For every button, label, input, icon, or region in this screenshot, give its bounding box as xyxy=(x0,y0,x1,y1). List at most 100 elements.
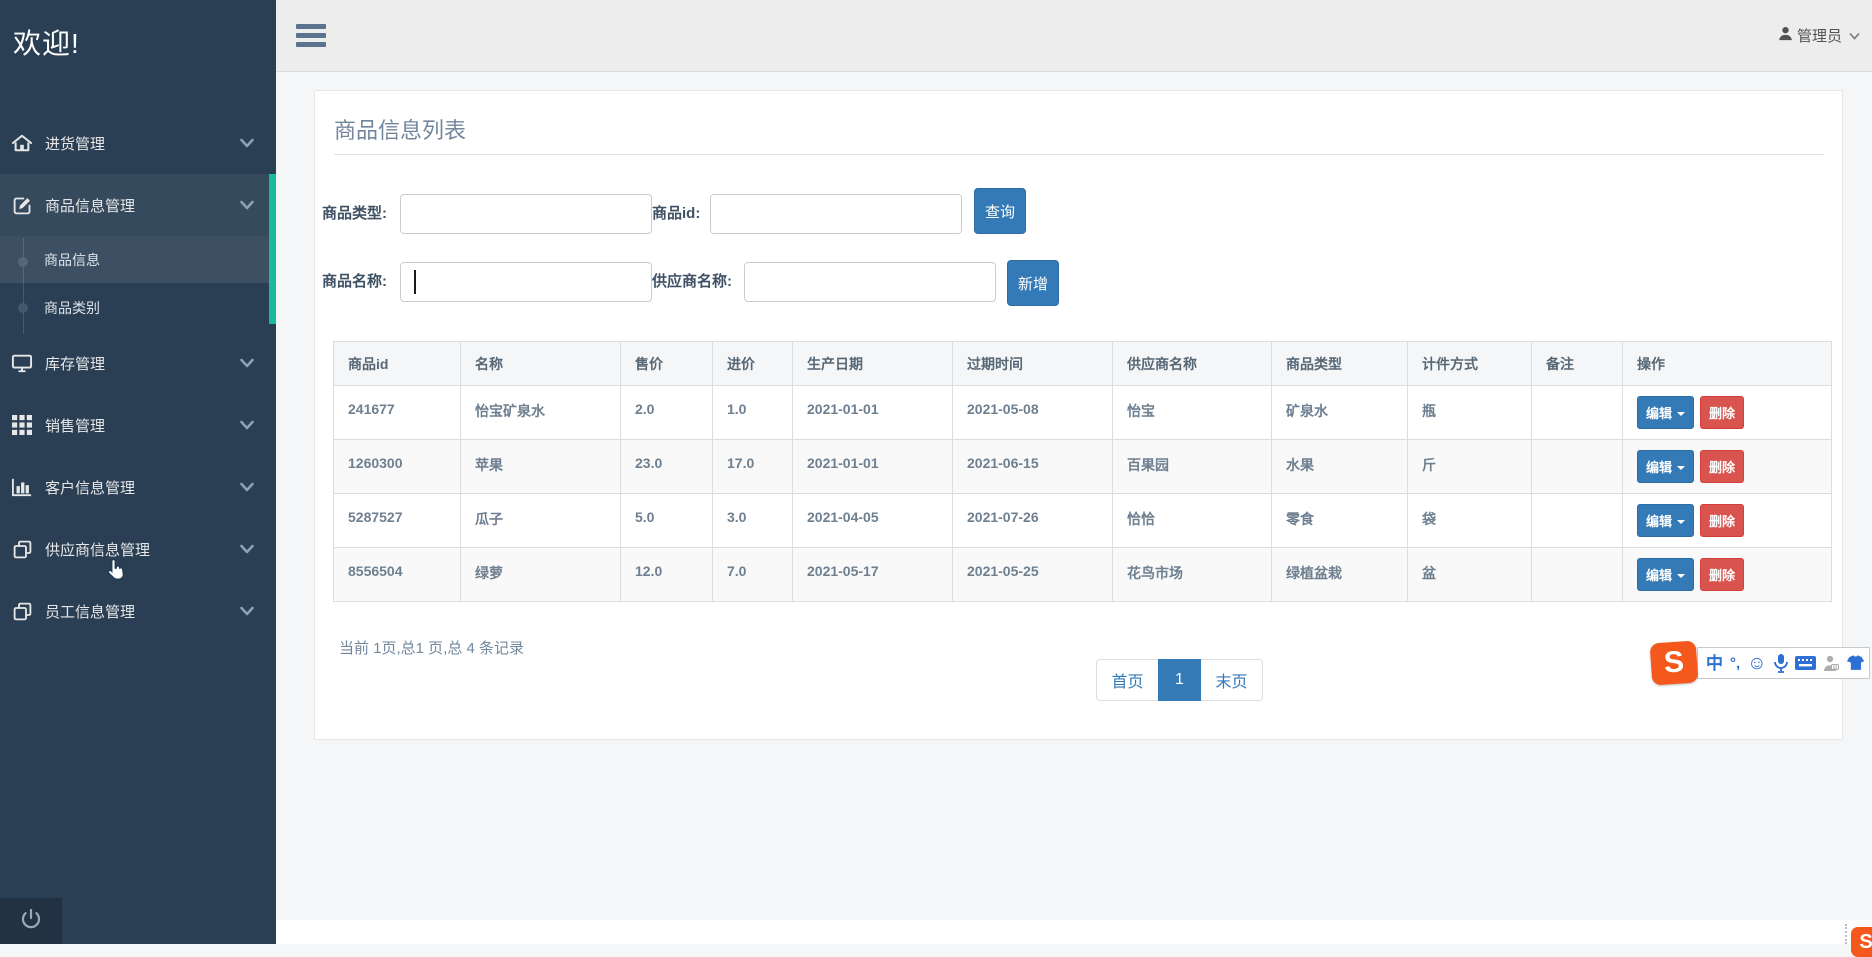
col-header: 名称 xyxy=(460,341,621,386)
cell-unit: 袋 xyxy=(1407,493,1532,548)
cell-unit: 斤 xyxy=(1407,439,1532,494)
col-header: 计件方式 xyxy=(1407,341,1532,386)
chevron-down-icon xyxy=(240,138,254,148)
caret-down-icon xyxy=(1677,574,1686,578)
cell-category: 绿植盆栽 xyxy=(1271,547,1408,602)
submenu-connector-line xyxy=(23,238,24,334)
cell-product-id: 1260300 xyxy=(333,439,461,494)
pagination-first[interactable]: 首页 xyxy=(1096,659,1158,701)
search-button[interactable]: 查询 xyxy=(974,188,1026,234)
bar-chart-icon xyxy=(10,476,34,498)
edit-button[interactable]: 编辑 xyxy=(1637,504,1695,537)
sidebar-item-label: 进货管理 xyxy=(45,135,106,153)
cell-supplier: 怡宝 xyxy=(1112,385,1272,440)
col-header: 商品id xyxy=(333,341,461,386)
pagination: 首页 1 末页 xyxy=(1096,659,1263,701)
edit-button[interactable]: 编辑 xyxy=(1637,450,1695,483)
caret-down-icon xyxy=(1677,466,1686,470)
sidebar-item-label: 员工信息管理 xyxy=(45,603,136,621)
cell-production-date: 2021-04-05 xyxy=(792,493,953,548)
grid-icon xyxy=(10,414,34,436)
skin-shirt-icon[interactable] xyxy=(1846,655,1865,671)
delete-button[interactable]: 删除 xyxy=(1700,396,1745,429)
sidebar-item-employee-info-mgmt[interactable]: 员工信息管理 xyxy=(0,580,276,642)
sogou-logo-icon[interactable]: S xyxy=(1649,640,1699,686)
table-row: 1260300 苹果 23.0 17.0 2021-01-01 2021-06-… xyxy=(333,439,1832,494)
cell-sale-price: 5.0 xyxy=(620,493,713,548)
keyboard-icon[interactable] xyxy=(1794,656,1816,670)
delete-button[interactable]: 删除 xyxy=(1700,504,1745,537)
punctuation-icon[interactable]: °, xyxy=(1730,654,1741,672)
cell-actions: 编辑 删除 xyxy=(1622,385,1832,440)
cell-unit: 盆 xyxy=(1407,547,1532,602)
submenu-bullet xyxy=(18,257,28,267)
cell-note xyxy=(1531,493,1623,548)
cell-cost-price: 3.0 xyxy=(712,493,793,548)
microphone-icon[interactable] xyxy=(1773,653,1788,673)
table-row: 8556504 绿萝 12.0 7.0 2021-05-17 2021-05-2… xyxy=(333,547,1832,602)
copy-icon xyxy=(10,600,34,622)
add-button[interactable]: 新增 xyxy=(1007,260,1059,306)
sidebar-subitem-product-info[interactable]: 商品信息 xyxy=(0,236,276,283)
product-list-panel: 商品信息列表 商品类型: 商品id: 查询 商品名称: 供应商名称: 新增 商品… xyxy=(314,90,1843,740)
sidebar: 欢迎! 进货管理 商品信息管理 商品信息 商品类别 库存管理 xyxy=(0,0,276,944)
cell-product-id: 5287527 xyxy=(333,493,461,548)
sidebar-subitem-product-category[interactable]: 商品类别 xyxy=(0,283,276,332)
caret-down-icon xyxy=(1677,520,1686,524)
col-header: 供应商名称 xyxy=(1112,341,1272,386)
edit-icon xyxy=(10,194,34,216)
cell-note xyxy=(1531,439,1623,494)
cell-actions: 编辑 删除 xyxy=(1622,547,1832,602)
pagination-last[interactable]: 末页 xyxy=(1201,659,1263,701)
col-header: 售价 xyxy=(620,341,713,386)
active-section-indicator xyxy=(269,174,276,324)
sidebar-item-label: 客户信息管理 xyxy=(45,479,136,497)
product-table: 商品id 名称 售价 进价 生产日期 过期时间 供应商名称 商品类型 计件方式 … xyxy=(333,341,1832,602)
cell-cost-price: 17.0 xyxy=(712,439,793,494)
product-name-input[interactable] xyxy=(400,262,652,302)
cell-actions: 编辑 删除 xyxy=(1622,439,1832,494)
sidebar-item-purchase-mgmt[interactable]: 进货管理 xyxy=(0,112,276,174)
submenu-bullet xyxy=(18,303,28,313)
delete-button[interactable]: 删除 xyxy=(1700,450,1745,483)
sogou-mini-logo-icon[interactable]: S xyxy=(1851,927,1872,957)
product-name-label: 商品名称: xyxy=(322,273,387,290)
emoji-icon[interactable]: ☺ xyxy=(1747,652,1767,674)
delete-button[interactable]: 删除 xyxy=(1700,558,1745,591)
sidebar-item-label: 商品信息管理 xyxy=(45,197,136,215)
menu-toggle-button[interactable] xyxy=(296,24,326,51)
cell-expiry-date: 2021-05-25 xyxy=(952,547,1113,602)
logout-button[interactable] xyxy=(0,898,62,944)
product-type-input[interactable] xyxy=(400,194,652,234)
product-id-input[interactable] xyxy=(710,194,962,234)
col-header: 备注 xyxy=(1531,341,1623,386)
cell-product-id: 241677 xyxy=(333,385,461,440)
sidebar-item-customer-info-mgmt[interactable]: 客户信息管理 xyxy=(0,456,276,518)
chevron-down-icon xyxy=(1849,32,1860,40)
col-header: 商品类型 xyxy=(1271,341,1408,386)
cell-expiry-date: 2021-06-15 xyxy=(952,439,1113,494)
ime-icon-bar: 中 °, ☺ 11 xyxy=(1697,647,1870,679)
user-menu[interactable]: 管理员 xyxy=(1778,0,1860,71)
sidebar-item-inventory-mgmt[interactable]: 库存管理 xyxy=(0,332,276,394)
sidebar-item-product-info-mgmt[interactable]: 商品信息管理 xyxy=(0,174,276,236)
user-name: 管理员 xyxy=(1796,28,1842,45)
supplier-name-input[interactable] xyxy=(744,262,996,302)
cell-supplier: 百果园 xyxy=(1112,439,1272,494)
ime-dotted-divider xyxy=(1845,924,1847,944)
cell-name: 瓜子 xyxy=(460,493,621,548)
edit-button[interactable]: 编辑 xyxy=(1637,558,1695,591)
sidebar-item-supplier-info-mgmt[interactable]: 供应商信息管理 xyxy=(0,518,276,580)
sidebar-subitem-label: 商品类别 xyxy=(44,299,100,316)
cell-sale-price: 2.0 xyxy=(620,385,713,440)
ime-toolbar: S 中 °, ☺ 11 xyxy=(1649,640,1870,686)
supplier-name-label: 供应商名称: xyxy=(652,273,732,290)
cell-name: 绿萝 xyxy=(460,547,621,602)
cell-supplier: 花鸟市场 xyxy=(1112,547,1272,602)
person-settings-icon[interactable]: 11 xyxy=(1823,655,1839,672)
chinese-mode-icon[interactable]: 中 xyxy=(1706,653,1723,673)
cell-product-id: 8556504 xyxy=(333,547,461,602)
pagination-current[interactable]: 1 xyxy=(1158,659,1201,701)
sidebar-item-sales-mgmt[interactable]: 销售管理 xyxy=(0,394,276,456)
edit-button[interactable]: 编辑 xyxy=(1637,396,1695,429)
